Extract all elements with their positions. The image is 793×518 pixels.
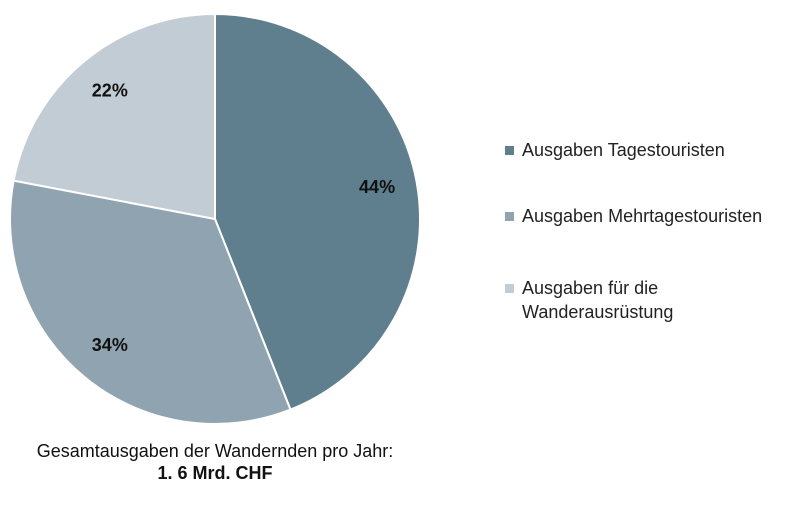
legend-item: Ausgaben Mehrtagestouristen (505, 204, 793, 228)
legend-item: Ausgaben für die Wanderausrüstung (505, 276, 793, 324)
pie-slice (9, 179, 292, 425)
legend-item: Ausgaben Tagestouristen (505, 138, 793, 162)
legend-label: Ausgaben Tagestouristen (522, 140, 725, 160)
data-label: 22% (92, 81, 128, 101)
legend-swatch (505, 284, 514, 293)
caption-total: 1. 6 Mrd. CHF (157, 463, 273, 483)
data-label: 44% (359, 177, 395, 197)
caption: Gesamtausgaben der Wandernden pro Jahr: … (30, 440, 400, 484)
caption-text: Gesamtausgaben der Wandernden pro Jahr: (36, 441, 394, 461)
legend-swatch (505, 212, 514, 221)
legend-swatch (505, 146, 514, 155)
pie-slice (12, 12, 216, 221)
legend-label: Ausgaben Mehrtagestouristen (522, 206, 763, 226)
legend-label: Ausgaben für die Wanderausrüstung (522, 278, 674, 322)
data-label: 34% (92, 335, 128, 355)
pie-slice (214, 12, 421, 411)
